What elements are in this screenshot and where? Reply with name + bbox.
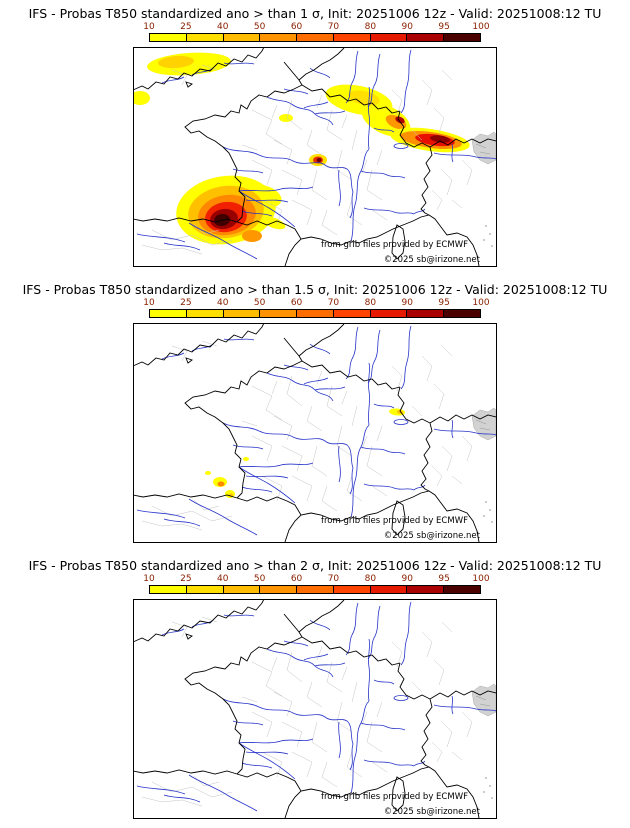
colorbar: 10 25 40 50 60 70 80 90 95 100	[143, 574, 490, 594]
colorbar-tick-label: 80	[364, 298, 377, 308]
colorbar-segment	[333, 34, 371, 41]
credit-copyright: ©2025 sb@irizone.net	[383, 255, 480, 265]
colorbar-labels: 10 25 40 50 60 70 80 90 95 100	[143, 574, 489, 585]
colorbar-segment	[260, 586, 298, 593]
colorbar-tick-label: 50	[253, 298, 266, 308]
credit-ecmwf: from grib files provided by ECMWF	[321, 516, 468, 526]
colorbar-tick-label: 100	[472, 574, 490, 584]
colorbar-gradient	[149, 585, 481, 594]
colorbar-tick-label: 10	[143, 574, 155, 584]
colorbar-tick-label: 90	[401, 574, 413, 584]
colorbar-tick-label: 25	[180, 298, 192, 308]
colorbar-segment	[186, 34, 224, 41]
colorbar-tick-label: 80	[364, 22, 377, 32]
colorbar-tick-label: 25	[180, 574, 192, 584]
colorbar-tick-label: 60	[290, 574, 303, 584]
credit-copyright: ©2025 sb@irizone.net	[383, 531, 480, 541]
colorbar-segment	[260, 34, 298, 41]
colorbar-segment	[370, 310, 408, 317]
colorbar-segment	[407, 586, 445, 593]
map-frame: from grib files provided by ECMWF ©2025 …	[133, 323, 497, 543]
colorbar-tick-label: 70	[327, 22, 340, 32]
colorbar-tick-label: 100	[472, 22, 490, 32]
colorbar-segment	[186, 310, 224, 317]
colorbar-tick-label: 40	[217, 298, 229, 308]
colorbar-tick-label: 95	[438, 22, 450, 32]
colorbar-tick-label: 95	[438, 574, 450, 584]
colorbar-tick-label: 40	[217, 574, 229, 584]
colorbar-segment	[186, 586, 224, 593]
map-svg	[134, 600, 496, 818]
colorbar-segment	[370, 34, 408, 41]
colorbar-tick-label: 70	[327, 574, 340, 584]
map-frame: from grib files provided by ECMWF ©2025 …	[133, 47, 497, 267]
colorbar-tick-label: 10	[143, 22, 155, 32]
map-svg	[134, 324, 496, 542]
panel-1_5sigma: IFS - Probas T850 standardized ano > tha…	[0, 276, 630, 552]
colorbar-gradient	[149, 33, 481, 42]
colorbar-segment	[150, 310, 187, 317]
colorbar-segment	[150, 586, 187, 593]
colorbar-tick-label: 60	[290, 22, 303, 32]
colorbar-tick-label: 50	[253, 574, 266, 584]
colorbar-segment	[333, 586, 371, 593]
colorbar-tick-label: 95	[438, 298, 450, 308]
colorbar: 10 25 40 50 60 70 80 90 95 100	[143, 22, 490, 42]
panel-title: IFS - Probas T850 standardized ano > tha…	[22, 282, 608, 297]
colorbar: 10 25 40 50 60 70 80 90 95 100	[143, 298, 490, 318]
colorbar-tick-label: 70	[327, 298, 340, 308]
colorbar-segment	[407, 310, 445, 317]
panel-2sigma: IFS - Probas T850 standardized ano > tha…	[0, 552, 630, 828]
colorbar-segment	[370, 586, 408, 593]
colorbar-segment	[260, 310, 298, 317]
colorbar-tick-label: 80	[364, 574, 377, 584]
credit-ecmwf: from grib files provided by ECMWF	[321, 792, 468, 802]
colorbar-segment	[407, 34, 445, 41]
credit-copyright: ©2025 sb@irizone.net	[383, 807, 480, 817]
colorbar-segment	[223, 310, 261, 317]
colorbar-tick-label: 100	[472, 298, 490, 308]
colorbar-labels: 10 25 40 50 60 70 80 90 95 100	[143, 298, 489, 309]
colorbar-tick-label: 90	[401, 298, 413, 308]
colorbar-labels: 10 25 40 50 60 70 80 90 95 100	[143, 22, 489, 33]
colorbar-segment	[333, 310, 371, 317]
panel-title: IFS - Probas T850 standardized ano > tha…	[28, 558, 602, 573]
colorbar-segment	[297, 586, 334, 593]
colorbar-segment	[444, 586, 481, 593]
map-frame: from grib files provided by ECMWF ©2025 …	[133, 599, 497, 819]
credit-ecmwf: from grib files provided by ECMWF	[321, 240, 468, 250]
colorbar-tick-label: 10	[143, 298, 155, 308]
colorbar-segment	[223, 34, 261, 41]
colorbar-tick-label: 60	[290, 298, 303, 308]
panel-title: IFS - Probas T850 standardized ano > tha…	[28, 6, 602, 21]
colorbar-tick-label: 25	[180, 22, 192, 32]
colorbar-segment	[297, 34, 334, 41]
colorbar-segment	[297, 310, 334, 317]
map-svg	[134, 48, 496, 266]
colorbar-tick-label: 90	[401, 22, 413, 32]
colorbar-tick-label: 50	[253, 22, 266, 32]
colorbar-gradient	[149, 309, 481, 318]
colorbar-segment	[444, 34, 481, 41]
colorbar-segment	[223, 586, 261, 593]
colorbar-segment	[444, 310, 481, 317]
colorbar-segment	[150, 34, 187, 41]
colorbar-tick-label: 40	[217, 22, 229, 32]
panel-1sigma: IFS - Probas T850 standardized ano > tha…	[0, 0, 630, 276]
